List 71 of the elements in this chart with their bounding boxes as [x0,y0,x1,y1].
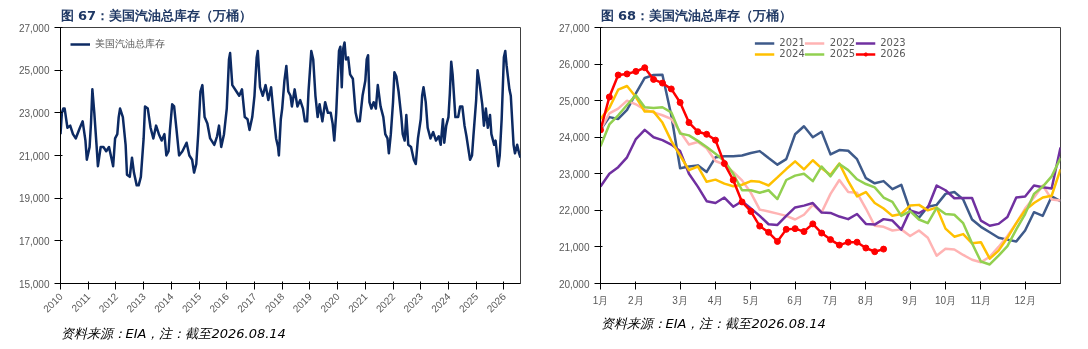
legend-label: 2025 [829,48,856,59]
x-tick-label: 2月 [628,294,644,306]
y-tick-label: 23,000 [558,168,590,180]
point [747,207,755,215]
chart-title: 图 68：美国汽油总库存（万桶） [600,7,793,23]
y-tick-label: 27,000 [558,22,590,34]
point [614,71,622,79]
point [765,228,773,236]
point [703,130,711,138]
point [809,220,817,228]
point [667,85,675,93]
point [800,228,808,236]
legend-label: 2024 [779,48,805,59]
point [773,237,781,245]
point [694,128,702,136]
point [756,222,764,230]
point [782,225,790,233]
point [844,238,852,246]
text: 资料来源：EIA，注：截至2026.08.14 [60,325,286,341]
y-tick-label: 21,000 [558,241,590,253]
y-tick-label: 20,000 [558,278,590,290]
y-tick-label: 23,000 [18,107,50,119]
point [738,198,746,206]
x-tick-label: 5月 [743,294,759,306]
y-tick-label: 25,000 [18,65,50,77]
x-tick-label: 11月 [970,294,992,306]
x-tick-label: 4月 [707,294,724,306]
x-tick-label: 7月 [822,294,839,306]
point [862,244,870,252]
point [835,241,843,249]
legend-label: 2023 [880,37,906,48]
point [720,160,728,168]
legend-label: 2021 [779,37,805,48]
y-tick-label: 17,000 [18,235,50,247]
x-tick-label: 1月 [592,294,609,306]
legend-label: 美国汽油总库存 [95,37,165,51]
point [880,245,888,253]
legend-label: 2022 [829,37,856,48]
y-tick-label: 25,000 [558,95,590,107]
x-tick-label: 12月 [1014,294,1036,306]
x-tick-label: 9月 [902,294,918,306]
y-tick-label: 27,000 [18,22,50,34]
y-tick-label: 22,000 [558,205,590,217]
point [676,98,684,106]
y-tick-label: 19,000 [18,193,50,205]
point [632,67,640,75]
point [827,236,834,244]
y-tick-label: 15,000 [18,278,50,290]
x-tick-label: 3月 [672,294,688,306]
text: 资料来源：EIA，注：截至2026.08.14 [600,315,826,331]
legend-label: 2026 [880,48,906,59]
y-tick-label: 26,000 [558,59,590,71]
point [712,136,719,144]
point [729,176,737,184]
point [871,248,879,256]
point [641,64,649,72]
point [685,119,693,127]
x-tick-label: 6月 [787,294,803,306]
point [605,93,613,101]
point [650,75,658,83]
point [791,225,799,233]
x-tick-label: 8月 [858,294,874,306]
line-series [600,128,1061,231]
chart-title: 图 67：美国汽油总库存（万桶） [60,7,253,23]
x-tick-label: 10月 [934,294,957,306]
y-tick-label: 24,000 [558,132,590,144]
point [658,79,666,87]
y-tick-label: 21,000 [18,150,50,162]
point [853,238,861,246]
point [623,70,631,78]
point [818,229,826,237]
